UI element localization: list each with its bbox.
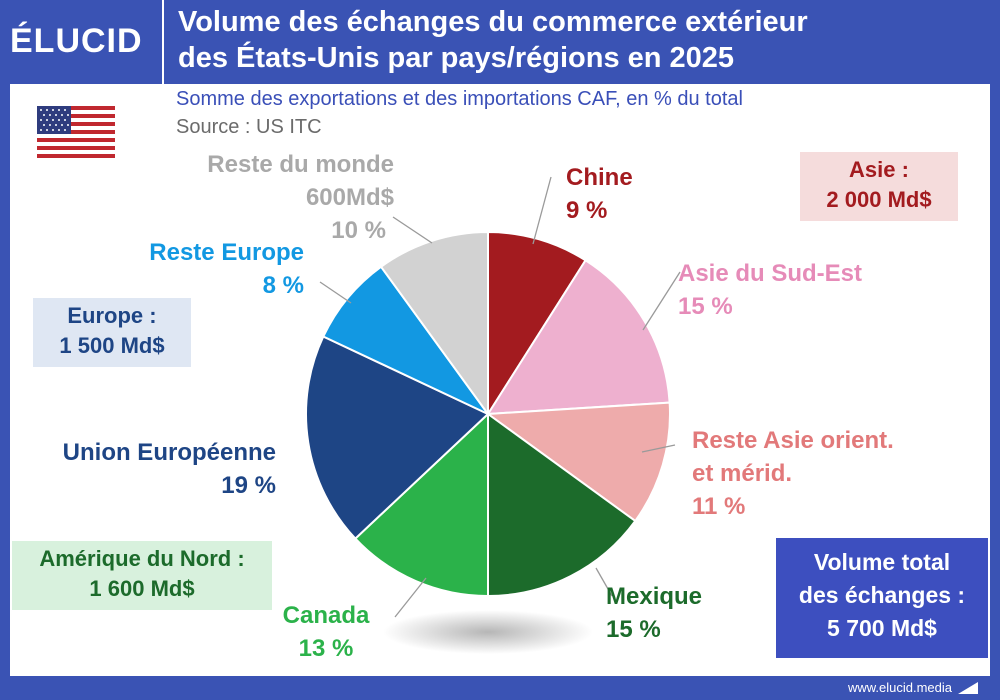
label-asie-sud-est-name: Asie du Sud-Est: [678, 260, 863, 287]
title-line-2: des États-Unis par pays/régions en 2025: [178, 42, 735, 74]
label-reste-asie-value: 11 %: [692, 493, 746, 520]
pie-slice-union-europ-enne: [305, 335, 490, 541]
total-volume-box: Volume total des échanges : 5 700 Md$: [776, 538, 988, 658]
label-chine-name: Chine: [566, 164, 633, 191]
region-europe-amount: 1 500 Md$: [59, 333, 165, 358]
label-reste-europe-value: 8 %: [262, 272, 304, 299]
label-reste-monde-name: Reste du monde: [207, 151, 394, 178]
brand-logo: ÉLUCID: [10, 22, 143, 60]
pie-slice-reste-asie-orient-et-m-rid-: [485, 401, 671, 523]
total-amount: 5 700 Md$: [827, 615, 937, 641]
us-flag-icon: [37, 106, 115, 158]
label-reste-europe: Reste Europe 8 %: [126, 236, 304, 302]
region-asie-amount: 2 000 Md$: [826, 187, 932, 212]
region-amerique-label: Amérique du Nord :: [39, 546, 245, 571]
label-mexique-value: 15 %: [606, 616, 661, 643]
pie-slice-chine: [487, 230, 587, 418]
label-chine: Chine 9 %: [566, 161, 633, 227]
leader-lines: [319, 176, 681, 618]
label-reste-europe-name: Reste Europe: [149, 239, 304, 266]
label-reste-monde-amount: 600Md$: [305, 184, 394, 211]
pie-slice-reste-europe: [321, 265, 489, 415]
region-box-asie: Asie : 2 000 Md$: [800, 152, 958, 221]
label-reste-du-monde: Reste du monde 600Md$ 10 %: [176, 148, 394, 247]
label-reste-asie-name-2: et mérid.: [692, 460, 793, 487]
pie-slices: [305, 230, 671, 598]
region-asie-label: Asie :: [849, 157, 909, 182]
pie-slice-asie-du-sud-est: [486, 258, 671, 416]
label-ue-name: Union Européenne: [62, 439, 276, 466]
pie-shadow: [383, 610, 593, 654]
title-line-1: Volume des échanges du commerce extérieu…: [178, 6, 808, 38]
chart-source: Source : US ITC: [176, 116, 322, 138]
label-mexique: Mexique 15 %: [606, 580, 702, 646]
brand-mark-icon: [958, 682, 978, 694]
header: ÉLUCID Volume des échanges du commerce e…: [0, 0, 1000, 84]
region-box-amerique-du-nord: Amérique du Nord : 1 600 Md$: [12, 541, 272, 610]
pie-slice-canada: [353, 411, 489, 598]
total-line-2: des échanges :: [798, 582, 966, 608]
region-europe-label: Europe :: [67, 303, 157, 328]
total-line-1: Volume total: [813, 549, 951, 575]
footer-url: www.elucid.media: [847, 680, 952, 695]
label-ue-value: 19 %: [221, 472, 276, 499]
label-reste-monde-value: 10 %: [331, 217, 386, 244]
pie-slice-reste-du-monde: [379, 230, 489, 418]
header-divider: [162, 0, 164, 84]
region-amerique-amount: 1 600 Md$: [89, 576, 195, 601]
label-reste-asie-name-1: Reste Asie orient.: [692, 427, 894, 454]
label-mexique-name: Mexique: [606, 583, 703, 610]
page-title: Volume des échanges du commerce extérieu…: [178, 4, 988, 76]
label-chine-value: 9 %: [566, 197, 608, 224]
label-canada-name: Canada: [282, 602, 370, 629]
label-canada: Canada 13 %: [276, 599, 376, 665]
region-box-europe: Europe : 1 500 Md$: [33, 298, 191, 367]
label-canada-value: 13 %: [298, 635, 354, 662]
label-asie-sud-est-value: 15 %: [678, 293, 733, 320]
label-union-europeenne: Union Européenne 19 %: [30, 436, 276, 502]
pie-slice-mexique: [487, 412, 637, 598]
label-asie-sud-est: Asie du Sud-Est 15 %: [678, 257, 862, 323]
chart-subtitle: Somme des exportations et des importatio…: [176, 88, 743, 110]
label-reste-asie: Reste Asie orient. et mérid. 11 %: [692, 424, 894, 523]
